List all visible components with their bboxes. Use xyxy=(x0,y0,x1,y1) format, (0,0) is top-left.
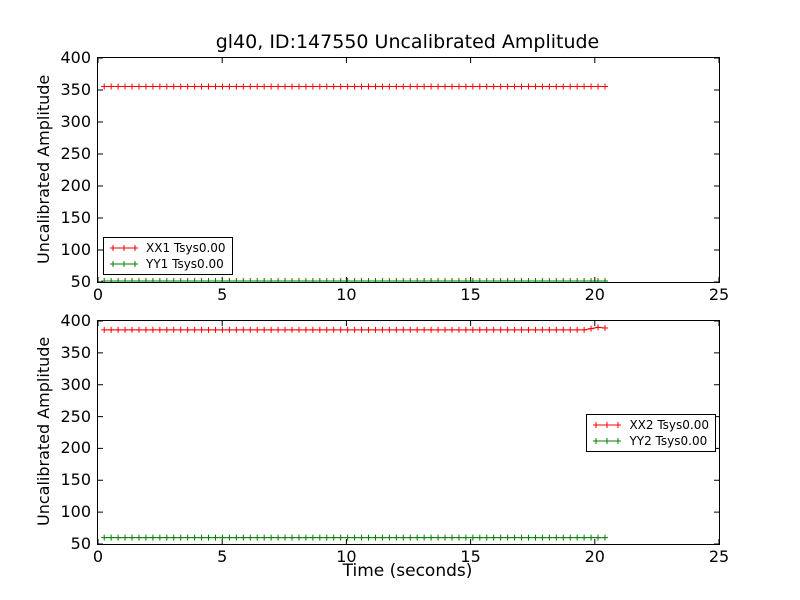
legend-line-sample xyxy=(110,245,138,251)
y-tick-label: 50 xyxy=(70,534,91,553)
x-tick-label: 10 xyxy=(336,285,357,304)
y-tick-label: 400 xyxy=(60,48,91,67)
legend-label: XX1 Tsys0.00 xyxy=(146,241,226,255)
legend-entry: XX1 Tsys0.00 xyxy=(109,241,226,255)
x-tick-label: 15 xyxy=(460,285,481,304)
y-tick-label: 150 xyxy=(60,208,91,227)
x-tick-label: 25 xyxy=(708,547,730,566)
legend-line-sample xyxy=(593,421,622,428)
legend-label: YY1 Tsys0.00 xyxy=(146,257,224,271)
x-tick-label: 5 xyxy=(217,547,228,566)
legend-label: XX2 Tsys0.00 xyxy=(629,417,709,432)
y-tick-label: 100 xyxy=(60,502,91,522)
subplot-top: XX1 Tsys0.00 YY1 Tsys0.00 0 5 10 15 20 25 50 100… xyxy=(60,49,729,304)
y-tick-label: 300 xyxy=(60,112,91,131)
y-tick-label: 400 xyxy=(60,311,91,330)
plot-area-top xyxy=(98,58,719,282)
x-tick-label: 25 xyxy=(708,285,730,304)
x-tick-label: 20 xyxy=(584,547,605,566)
series-markers-XX1 xyxy=(101,83,608,90)
y-tick-label: 50 xyxy=(70,272,91,291)
x-tick-label: 0 xyxy=(92,547,104,566)
x-tick-label: 20 xyxy=(584,285,605,304)
y-tick-label: 250 xyxy=(60,406,91,426)
x-tick-label: 15 xyxy=(460,547,481,566)
y-tick-label: 300 xyxy=(60,374,91,394)
series-markers-YY1 xyxy=(101,278,608,282)
legend-line-sample xyxy=(110,261,138,267)
y-tick-label: 200 xyxy=(60,438,91,458)
y-tick-label: 350 xyxy=(60,342,91,362)
subplot-bottom: XX2 Tsys0.00 YY2 Tsys0.00 0 5 10 15 20 25 50 100… xyxy=(60,312,729,566)
legend-entry: XX2 Tsys0.00 xyxy=(592,418,709,432)
y-tick-label: 350 xyxy=(60,80,91,99)
figure-title: gl40, ID:147550 Uncalibrated Amplitude xyxy=(215,31,600,53)
y-tick-label: 100 xyxy=(60,240,91,259)
axis-ticks xyxy=(98,58,719,282)
legend-line-sample xyxy=(593,437,622,444)
plot-area-bottom xyxy=(98,321,719,544)
x-tick-label: 10 xyxy=(336,547,357,566)
legend-entry: YY1 Tsys0.00 xyxy=(109,257,226,271)
series-markers-XX2 xyxy=(101,324,608,333)
x-axis-label: Time (seconds) xyxy=(342,561,473,581)
legend-label: YY2 Tsys0.00 xyxy=(629,433,708,448)
x-tick-label: 0 xyxy=(92,285,104,304)
legend-top: XX1 Tsys0.00 YY1 Tsys0.00 xyxy=(103,237,233,275)
x-tick-label: 5 xyxy=(217,285,228,304)
y-tick-label: 150 xyxy=(60,470,91,490)
legend-entry: YY2 Tsys0.00 xyxy=(592,434,709,448)
series-markers-YY2 xyxy=(101,534,608,541)
y-tick-label: 250 xyxy=(60,144,91,163)
axis-ticks xyxy=(98,321,719,544)
legend-bottom: XX2 Tsys0.00 YY2 Tsys0.00 xyxy=(586,413,716,452)
y-tick-label: 200 xyxy=(60,176,91,195)
